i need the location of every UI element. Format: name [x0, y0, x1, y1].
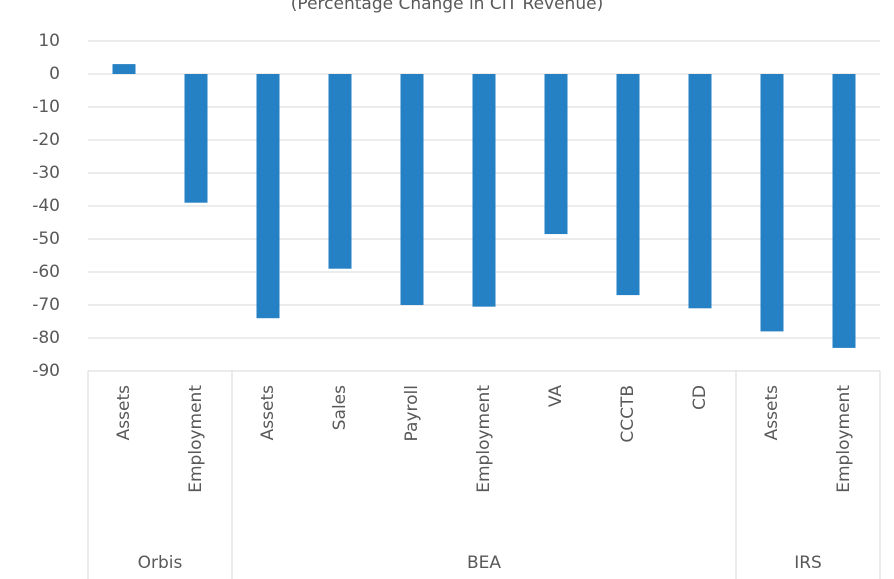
- group-label: Orbis: [138, 553, 183, 573]
- bar: [112, 64, 136, 74]
- group-label: IRS: [794, 553, 822, 573]
- chart-title: (Percentage Change in CIT Revenue): [291, 0, 603, 14]
- bar: [616, 74, 640, 296]
- x-tick-label: Employment: [186, 385, 206, 493]
- y-tick-label: -20: [32, 130, 60, 150]
- y-tick-label: -90: [32, 361, 60, 381]
- x-tick-label: Assets: [114, 385, 134, 440]
- bar: [472, 74, 496, 307]
- y-tick-label: -30: [32, 163, 60, 183]
- bar: [184, 74, 208, 203]
- y-tick-label: -40: [32, 196, 60, 216]
- y-tick-label: -50: [32, 229, 60, 249]
- x-tick-label: Assets: [762, 385, 782, 440]
- group-label: BEA: [467, 553, 501, 573]
- x-tick-label: Payroll: [402, 385, 422, 441]
- bar: [400, 74, 424, 305]
- x-tick-label: VA: [546, 385, 566, 408]
- y-tick-label: -70: [32, 295, 60, 315]
- x-tick-label: CD: [690, 385, 710, 410]
- x-tick-label: CCCTB: [618, 385, 638, 443]
- bar: [256, 74, 280, 319]
- bar: [832, 74, 856, 348]
- bar: [328, 74, 352, 269]
- y-tick-label: 10: [38, 31, 60, 51]
- x-tick-label: Employment: [834, 385, 854, 493]
- x-tick-label: Sales: [330, 385, 350, 430]
- bar: [544, 74, 568, 235]
- bar: [688, 74, 712, 309]
- x-tick-label: Employment: [474, 385, 494, 493]
- y-tick-label: -80: [32, 328, 60, 348]
- y-tick-label: -60: [32, 262, 60, 282]
- bar: [760, 74, 784, 332]
- y-tick-label: -10: [32, 97, 60, 117]
- y-tick-label: 0: [49, 64, 60, 84]
- x-tick-label: Assets: [258, 385, 278, 440]
